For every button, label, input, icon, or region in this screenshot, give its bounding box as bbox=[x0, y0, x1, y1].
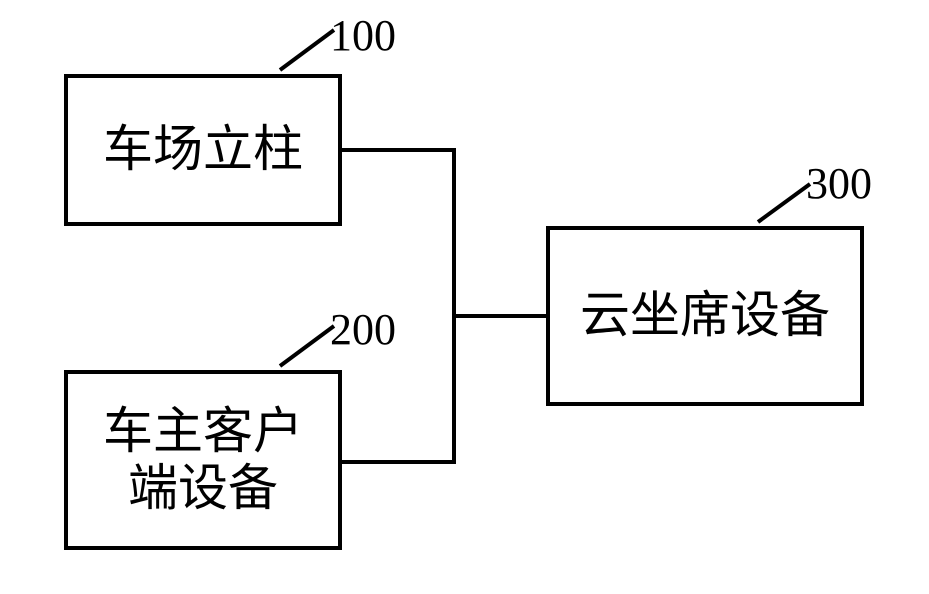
node-parking-pillar: 车场立柱 bbox=[64, 74, 342, 226]
node-cloud-agent: 云坐席设备 bbox=[546, 226, 864, 406]
callout-label-200: 200 bbox=[330, 304, 396, 355]
node-owner-client-label: 车主客户 端设备 bbox=[103, 403, 303, 518]
callout-label-100: 100 bbox=[330, 10, 396, 61]
node-owner-client-label-line1: 车主客户 bbox=[103, 403, 303, 461]
node-owner-client-label-line2: 端设备 bbox=[103, 460, 303, 518]
node-parking-pillar-label: 车场立柱 bbox=[103, 121, 303, 179]
connector-owner-to-junction bbox=[342, 460, 456, 464]
diagram-canvas: 车场立柱 100 车主客户 端设备 200 云坐席设备 300 bbox=[0, 0, 929, 594]
connector-pillar-to-junction bbox=[342, 148, 456, 152]
connector-vertical-junction bbox=[452, 148, 456, 464]
callout-label-300: 300 bbox=[806, 158, 872, 209]
node-owner-client: 车主客户 端设备 bbox=[64, 370, 342, 550]
connector-junction-to-cloud bbox=[452, 314, 546, 318]
node-cloud-agent-label: 云坐席设备 bbox=[580, 287, 830, 345]
